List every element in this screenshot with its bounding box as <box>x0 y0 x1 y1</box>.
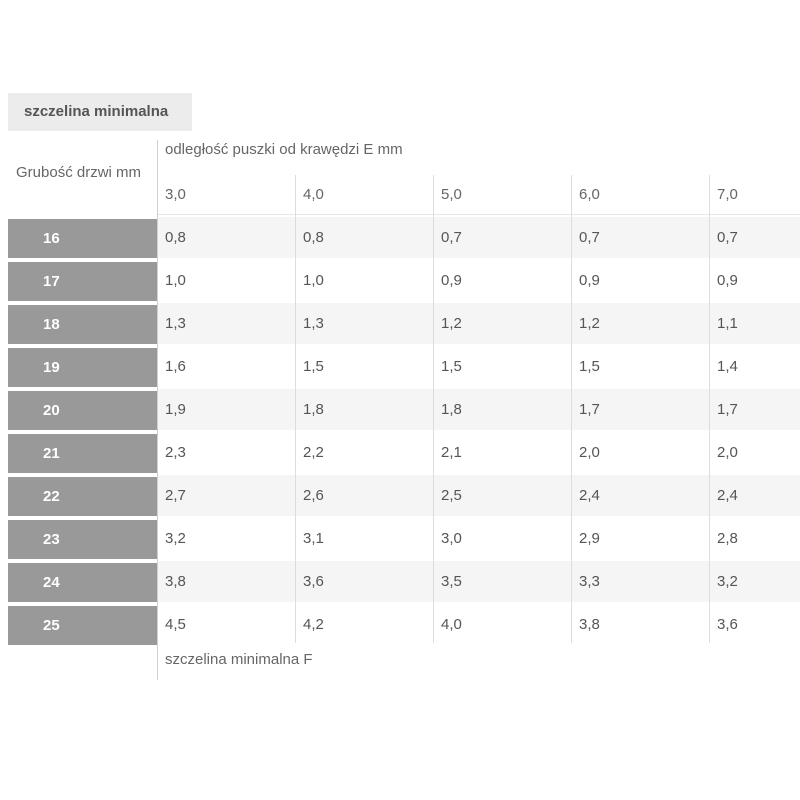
table-cell: 3,2 <box>717 573 738 590</box>
table-cell: 0,9 <box>717 272 738 289</box>
table-cell: 1,2 <box>579 315 600 332</box>
table-cell: 3,8 <box>579 616 600 633</box>
table-row-band <box>158 303 800 344</box>
table-cell: 2,1 <box>441 444 462 461</box>
table-cell: 1,3 <box>165 315 186 332</box>
table-row-band <box>158 561 800 602</box>
table-left-border <box>157 140 158 680</box>
footer-label: szczelina minimalna F <box>165 651 313 668</box>
table-row-band <box>158 217 800 258</box>
table-cell: 2,0 <box>579 444 600 461</box>
row-header-cell: 19 <box>8 348 157 387</box>
table-cell: 1,0 <box>165 272 186 289</box>
table-cell: 1,8 <box>441 401 462 418</box>
table-cell: 2,7 <box>165 487 186 504</box>
column-header: 5,0 <box>441 186 462 203</box>
table-row-band <box>158 432 800 473</box>
row-header-cell: 23 <box>8 520 157 559</box>
row-header-cell: 18 <box>8 305 157 344</box>
table-cell: 1,7 <box>717 401 738 418</box>
table-cell: 4,2 <box>303 616 324 633</box>
row-header-cell: 22 <box>8 477 157 516</box>
column-separator-4 <box>709 175 710 643</box>
table-cell: 1,5 <box>303 358 324 375</box>
table-cell: 4,5 <box>165 616 186 633</box>
table-cell: 2,3 <box>165 444 186 461</box>
table-cell: 3,6 <box>303 573 324 590</box>
table-cell: 0,7 <box>441 229 462 246</box>
table-cell: 3,0 <box>441 530 462 547</box>
table-cell: 2,5 <box>441 487 462 504</box>
row-header-cell: 21 <box>8 434 157 473</box>
table-cell: 1,8 <box>303 401 324 418</box>
table-cell: 0,8 <box>303 229 324 246</box>
table-cell: 2,2 <box>303 444 324 461</box>
table-cell: 1,3 <box>303 315 324 332</box>
table-cell: 1,6 <box>165 358 186 375</box>
table-cell: 4,0 <box>441 616 462 633</box>
table-cell: 0,7 <box>579 229 600 246</box>
table-cell: 2,6 <box>303 487 324 504</box>
table-title-badge: szczelina minimalna <box>8 93 192 131</box>
table-cell: 0,9 <box>579 272 600 289</box>
column-separator-1 <box>295 175 296 643</box>
column-group-title: odległość puszki od krawędzi E mm <box>165 141 403 158</box>
table-row-band <box>158 518 800 559</box>
column-separator-2 <box>433 175 434 643</box>
table-cell: 2,0 <box>717 444 738 461</box>
table-row-band <box>158 346 800 387</box>
table-row-band <box>158 475 800 516</box>
table-cell: 0,8 <box>165 229 186 246</box>
row-header-cell: 20 <box>8 391 157 430</box>
row-header-cell: 16 <box>8 219 157 258</box>
column-header: 4,0 <box>303 186 324 203</box>
column-separator-3 <box>571 175 572 643</box>
column-header: 7,0 <box>717 186 738 203</box>
table-cell: 3,3 <box>579 573 600 590</box>
table-row-band <box>158 389 800 430</box>
table-cell: 1,5 <box>441 358 462 375</box>
table-cell: 1,5 <box>579 358 600 375</box>
table-cell: 1,0 <box>303 272 324 289</box>
table-cell: 2,8 <box>717 530 738 547</box>
table-cell: 2,4 <box>717 487 738 504</box>
row-header-cell: 17 <box>8 262 157 301</box>
table-cell: 3,2 <box>165 530 186 547</box>
table-cell: 0,7 <box>717 229 738 246</box>
table-cell: 3,8 <box>165 573 186 590</box>
table-cell: 1,4 <box>717 358 738 375</box>
table-row-band <box>158 604 800 645</box>
table-cell: 3,5 <box>441 573 462 590</box>
row-header-title: Grubość drzwi mm <box>16 164 142 181</box>
table-cell: 0,9 <box>441 272 462 289</box>
table-row-band <box>158 260 800 301</box>
column-header: 3,0 <box>165 186 186 203</box>
table-cell: 3,6 <box>717 616 738 633</box>
table-cell: 1,9 <box>165 401 186 418</box>
table-cell: 1,1 <box>717 315 738 332</box>
table-cell: 2,9 <box>579 530 600 547</box>
column-header: 6,0 <box>579 186 600 203</box>
table-cell: 2,4 <box>579 487 600 504</box>
row-header-cell: 25 <box>8 606 157 645</box>
row-header-cell: 24 <box>8 563 157 602</box>
header-divider-line <box>158 214 800 215</box>
table-cell: 3,1 <box>303 530 324 547</box>
table-cell: 1,2 <box>441 315 462 332</box>
table-cell: 1,7 <box>579 401 600 418</box>
